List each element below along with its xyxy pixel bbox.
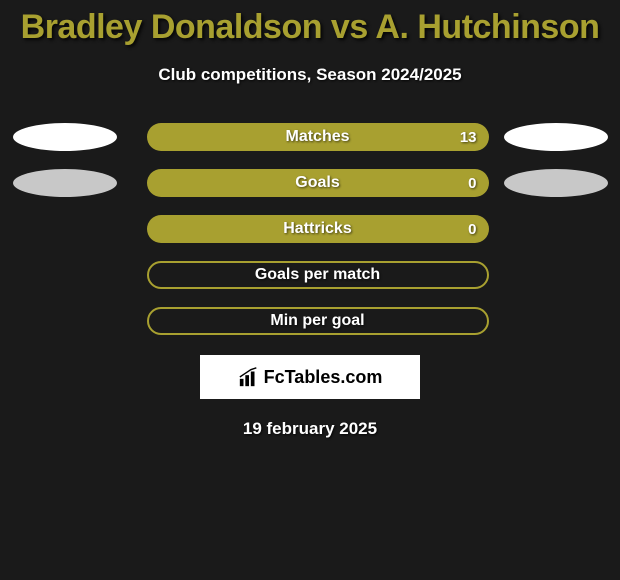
- stat-value: 0: [468, 221, 476, 238]
- stat-label: Matches: [285, 128, 349, 146]
- barchart-icon: [238, 366, 260, 388]
- right-oval: [504, 123, 608, 151]
- stat-label: Hattricks: [283, 220, 351, 238]
- comparison-infographic: Bradley Donaldson vs A. Hutchinson Club …: [0, 0, 620, 580]
- stat-label: Goals: [295, 174, 339, 192]
- subtitle: Club competitions, Season 2024/2025: [0, 65, 620, 85]
- stat-label: Goals per match: [255, 266, 380, 284]
- logo-box: FcTables.com: [200, 355, 420, 399]
- logo: FcTables.com: [238, 366, 383, 388]
- page-title: Bradley Donaldson vs A. Hutchinson: [0, 8, 620, 47]
- logo-text: FcTables.com: [264, 367, 383, 388]
- stat-bar: Goals 0: [147, 169, 489, 197]
- date: 19 february 2025: [0, 419, 620, 439]
- stat-label: Min per goal: [270, 312, 364, 330]
- stat-bar: Min per goal: [147, 307, 489, 335]
- left-oval: [13, 123, 117, 151]
- stat-rows: Matches 13 Goals 0 Hattricks 0 Goals per match…: [0, 123, 620, 335]
- stat-row: Goals per match: [0, 261, 620, 289]
- stat-value: 0: [468, 175, 476, 192]
- left-oval: [13, 169, 117, 197]
- stat-value: 13: [460, 129, 477, 146]
- right-oval: [504, 169, 608, 197]
- stat-row: Goals 0: [0, 169, 620, 197]
- stat-bar: Goals per match: [147, 261, 489, 289]
- stat-row: Min per goal: [0, 307, 620, 335]
- stat-bar: Hattricks 0: [147, 215, 489, 243]
- stat-bar: Matches 13: [147, 123, 489, 151]
- stat-row: Hattricks 0: [0, 215, 620, 243]
- stat-row: Matches 13: [0, 123, 620, 151]
